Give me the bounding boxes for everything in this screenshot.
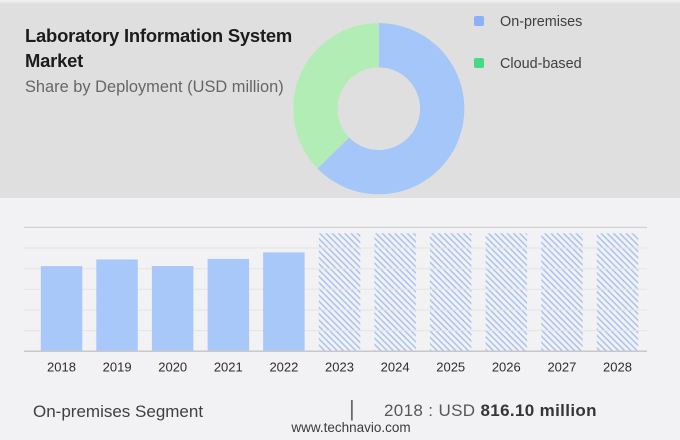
- svg-text:2022: 2022: [269, 360, 298, 375]
- svg-text:2019: 2019: [103, 360, 132, 375]
- svg-text:2025: 2025: [436, 360, 465, 375]
- svg-text:2021: 2021: [214, 360, 243, 375]
- svg-text:2027: 2027: [547, 360, 576, 375]
- svg-text:2023: 2023: [325, 360, 354, 375]
- svg-text:2026: 2026: [492, 360, 521, 375]
- svg-text:2028: 2028: [603, 360, 632, 375]
- svg-text:2018: 2018: [47, 360, 76, 375]
- svg-text:2020: 2020: [158, 360, 187, 375]
- svg-text:2024: 2024: [381, 360, 410, 375]
